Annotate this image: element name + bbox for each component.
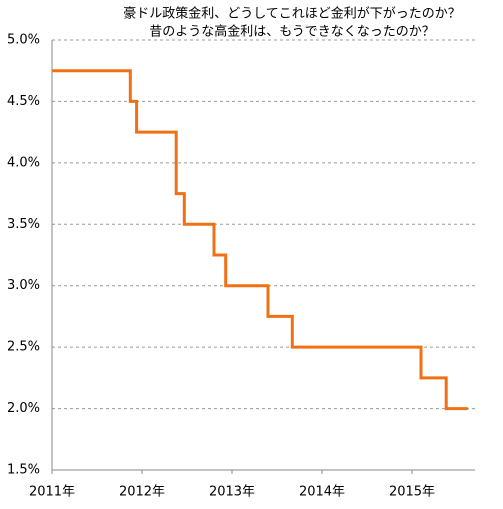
y-tick-label: 3.5% — [7, 217, 40, 232]
y-tick-label: 2.0% — [7, 401, 40, 416]
y-tick-label: 5.0% — [7, 33, 40, 48]
x-tick-label: 2014年 — [299, 485, 345, 500]
y-tick-label: 2.5% — [7, 340, 40, 355]
y-tick-label: 1.5% — [7, 463, 40, 478]
x-tick-label: 2012年 — [119, 485, 165, 500]
y-tick-label: 4.0% — [7, 155, 40, 170]
chart-subtitle: 昔のような高金利は、もうできなくなったのか？ — [149, 24, 435, 40]
x-tick-label: 2011年 — [29, 485, 75, 500]
x-tick-label: 2013年 — [209, 485, 255, 500]
y-tick-label: 3.0% — [7, 278, 40, 293]
y-tick-label: 4.5% — [7, 94, 40, 109]
x-tick-label: 2015年 — [389, 485, 435, 500]
chart-title: 豪ドル政策金利、どうしてこれほど金利が下がったのか？ — [123, 6, 461, 22]
rate-line — [52, 69, 468, 411]
